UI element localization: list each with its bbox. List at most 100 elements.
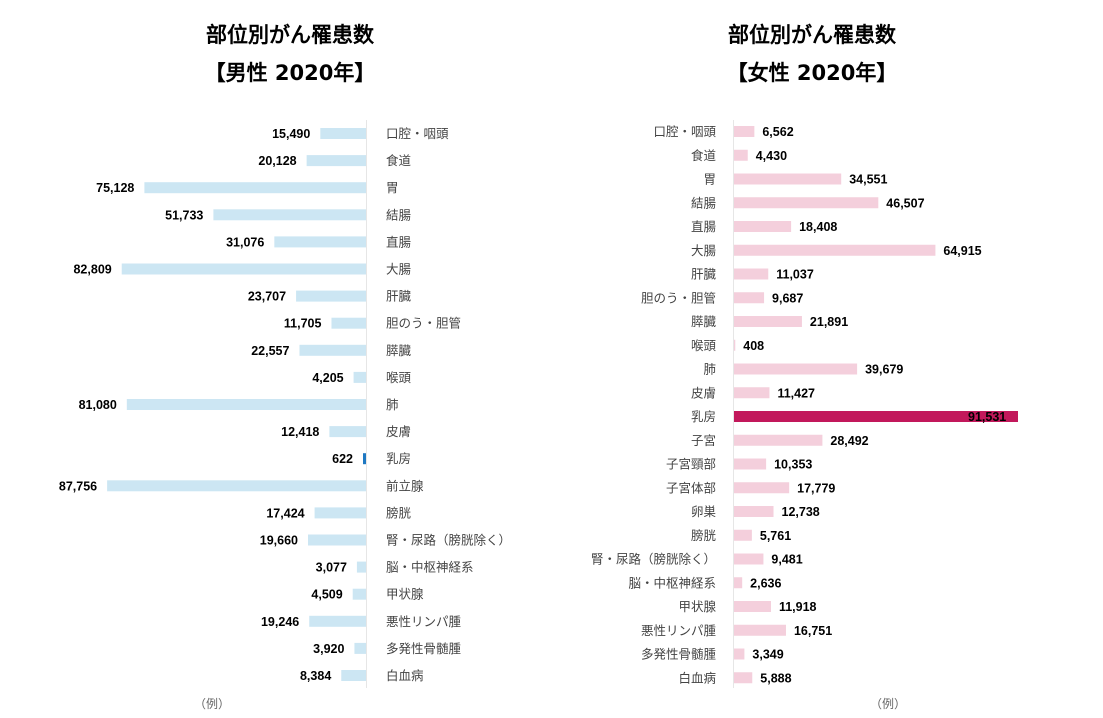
female-category-label: 腎・尿路（膀胱除く） bbox=[591, 552, 716, 567]
male-category-label: 結腸 bbox=[386, 207, 412, 222]
female-bar bbox=[734, 624, 786, 636]
male-category-label: 多発性骨髄腫 bbox=[386, 641, 462, 656]
male-bar bbox=[107, 480, 367, 492]
male-category-label: 肺 bbox=[386, 397, 399, 412]
female-category-label: 子宮 bbox=[691, 433, 716, 448]
female-value-label: 46,507 bbox=[886, 196, 924, 210]
female-value-label: 18,408 bbox=[799, 220, 837, 234]
male-value-label: 8,384 bbox=[300, 669, 331, 683]
female-bar bbox=[734, 411, 1018, 422]
male-bar bbox=[144, 182, 366, 194]
male-bar bbox=[320, 128, 366, 139]
female-category-label: 子宮頸部 bbox=[666, 457, 716, 472]
male-bar bbox=[363, 453, 366, 465]
female-bar bbox=[734, 529, 752, 541]
female-chart: 部位別がん罹患数 【女性 2020年】 6,562 口腔・咽頭 4,430 食道 34,… bbox=[591, 23, 1018, 711]
female-chart-subtitle: 【女性 2020年】 bbox=[727, 61, 898, 85]
female-chart-title: 部位別がん罹患数 bbox=[728, 23, 897, 47]
female-value-label: 64,915 bbox=[943, 244, 981, 258]
female-value-label: 91,531 bbox=[968, 410, 1006, 424]
male-bar bbox=[314, 507, 366, 519]
female-category-label: 子宮体部 bbox=[666, 480, 716, 495]
female-category-label: 多発性骨髄腫 bbox=[641, 647, 717, 662]
female-value-label: 28,492 bbox=[830, 434, 868, 448]
female-category-label: 肺 bbox=[703, 362, 716, 377]
male-bar bbox=[331, 317, 366, 329]
male-chart-note: （例） bbox=[194, 697, 230, 711]
male-chart: 部位別がん罹患数 【男性 2020年】 15,490 口腔・咽頭 20,128 食道 7… bbox=[59, 23, 511, 711]
female-category-label: 大腸 bbox=[691, 243, 717, 258]
female-chart-note: （例） bbox=[870, 697, 906, 711]
female-bar bbox=[734, 268, 769, 280]
female-value-label: 21,891 bbox=[810, 315, 848, 329]
female-value-label: 5,888 bbox=[760, 671, 791, 685]
male-bar bbox=[356, 561, 366, 573]
female-bar bbox=[734, 149, 748, 161]
female-category-label: 結腸 bbox=[691, 195, 717, 210]
female-value-label: 11,427 bbox=[777, 386, 815, 400]
male-category-label: 脳・中枢神経系 bbox=[386, 560, 474, 575]
female-category-label: 卵巣 bbox=[691, 504, 717, 519]
female-value-label: 9,687 bbox=[772, 291, 803, 305]
male-category-label: 肝臓 bbox=[386, 289, 412, 304]
female-bar bbox=[734, 221, 792, 232]
male-bar bbox=[352, 588, 366, 600]
female-bar bbox=[734, 173, 842, 185]
female-category-label: 乳房 bbox=[691, 409, 716, 424]
female-value-label: 34,551 bbox=[849, 173, 887, 187]
male-bars: 15,490 口腔・咽頭 20,128 食道 75,128 胃 51,733 結腸 31,076… bbox=[59, 120, 511, 688]
male-bar bbox=[299, 344, 366, 356]
male-category-label: 前立腺 bbox=[386, 478, 424, 493]
female-bar bbox=[734, 482, 790, 494]
female-value-label: 5,761 bbox=[760, 529, 791, 543]
male-chart-title: 部位別がん罹患数 bbox=[206, 23, 375, 47]
female-category-label: 膵臓 bbox=[691, 314, 717, 329]
female-value-label: 4,430 bbox=[756, 149, 787, 163]
female-category-label: 胆のう・胆管 bbox=[641, 290, 716, 305]
female-bar bbox=[734, 316, 802, 327]
female-value-label: 10,353 bbox=[774, 458, 812, 472]
female-value-label: 39,679 bbox=[865, 363, 903, 377]
female-value-label: 12,738 bbox=[782, 505, 820, 519]
female-bar bbox=[734, 672, 753, 684]
male-value-label: 19,246 bbox=[261, 615, 299, 629]
male-category-label: 腎・尿路（膀胱除く） bbox=[386, 533, 511, 548]
male-category-label: 胆のう・胆管 bbox=[386, 316, 461, 331]
female-bars: 6,562 口腔・咽頭 4,430 食道 34,551 胃 46,507 結腸 18,408 直腸… bbox=[591, 120, 1018, 688]
male-category-label: 大腸 bbox=[386, 262, 412, 277]
male-bar bbox=[121, 263, 366, 275]
male-bar bbox=[341, 670, 366, 681]
female-bar bbox=[734, 601, 771, 612]
male-chart-subtitle: 【男性 2020年】 bbox=[205, 61, 376, 85]
female-value-label: 408 bbox=[743, 339, 764, 353]
male-value-label: 23,707 bbox=[248, 290, 286, 304]
female-bar bbox=[734, 648, 745, 660]
female-bar bbox=[734, 292, 765, 304]
male-category-label: 喉頭 bbox=[386, 370, 412, 385]
female-category-label: 脳・中枢神経系 bbox=[628, 575, 716, 590]
male-value-label: 4,205 bbox=[312, 371, 343, 385]
male-value-label: 3,077 bbox=[316, 561, 347, 575]
female-bar bbox=[734, 553, 764, 565]
male-bar bbox=[306, 155, 366, 167]
male-category-label: 白血病 bbox=[386, 668, 424, 683]
male-category-label: 乳房 bbox=[386, 451, 411, 466]
female-value-label: 9,481 bbox=[771, 553, 802, 567]
male-value-label: 22,557 bbox=[251, 344, 289, 358]
male-category-label: 膵臓 bbox=[386, 343, 412, 358]
male-value-label: 81,080 bbox=[79, 398, 117, 412]
male-value-label: 51,733 bbox=[165, 208, 203, 222]
female-category-label: 悪性リンパ腫 bbox=[641, 623, 717, 638]
male-value-label: 3,920 bbox=[313, 642, 344, 656]
female-bar bbox=[734, 339, 736, 351]
male-category-label: 皮膚 bbox=[386, 424, 411, 439]
female-category-label: 直腸 bbox=[691, 219, 717, 234]
male-bar bbox=[354, 642, 366, 654]
male-value-label: 4,509 bbox=[311, 588, 342, 602]
male-bar bbox=[296, 290, 366, 302]
male-value-label: 31,076 bbox=[226, 235, 264, 249]
male-bar bbox=[308, 534, 366, 546]
female-category-label: 膀胱 bbox=[691, 528, 717, 543]
male-bar bbox=[329, 426, 366, 438]
